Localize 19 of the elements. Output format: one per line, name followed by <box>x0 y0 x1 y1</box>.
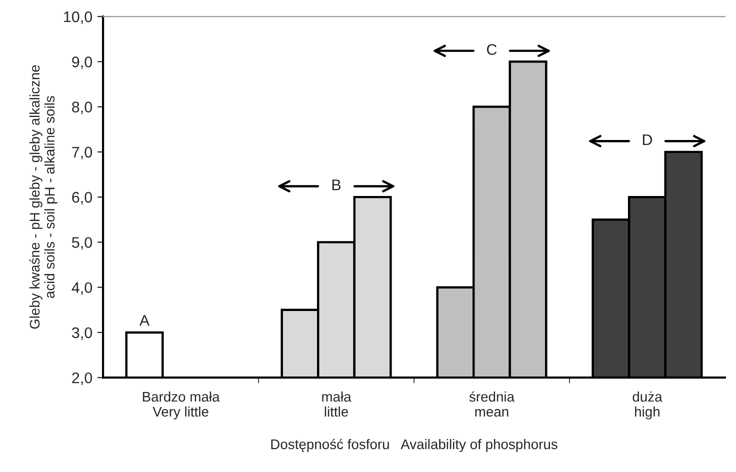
annotation: C <box>487 44 497 55</box>
x-tick-label: średnia mean <box>469 391 515 417</box>
y-tick-label: 9,0 <box>72 56 92 70</box>
y-axis-title: Gleby kwaśne - pH gleby - gleby alkaliczne acid soils - soil pH - alkaline soils <box>29 65 58 329</box>
x-tick-label: mała little <box>322 391 352 417</box>
annotation: B <box>332 180 341 190</box>
y-tick-label: 7,0 <box>72 146 92 160</box>
y-tick-label: 2,0 <box>72 372 92 386</box>
y-tick-label: 5,0 <box>72 237 92 250</box>
annotation: D <box>642 134 652 146</box>
x-tick-label: Bardzo mała Very little <box>142 391 220 420</box>
y-tick-label: 8,0 <box>72 102 92 114</box>
y-tick-label: 4,0 <box>72 282 92 295</box>
x-axis-title: Dostępność fosforu Availability of phosphorus <box>271 438 558 452</box>
x-tick-label: duża high <box>632 391 662 420</box>
y-tick-label: 3,0 <box>72 327 92 340</box>
y-tick-label: 10,0 <box>64 11 92 24</box>
annotation: A <box>139 315 150 326</box>
y-tick-label: 6,0 <box>72 192 92 205</box>
